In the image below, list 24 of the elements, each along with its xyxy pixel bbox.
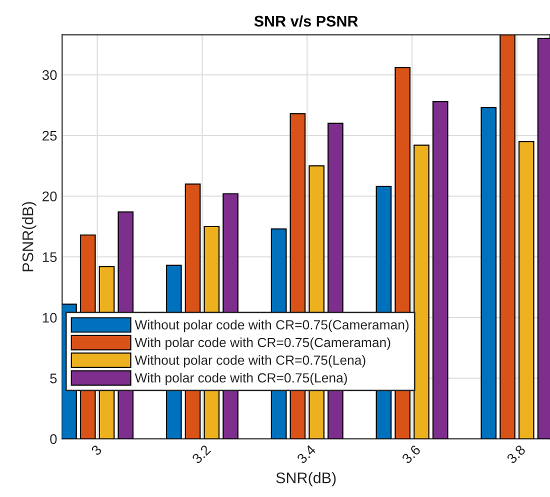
x-tick-label: 3 [90, 444, 102, 456]
x-tick-label: 3.6 [401, 444, 422, 464]
x-tick-label: 3.4 [296, 444, 316, 464]
x-tick-label: 3.2 [191, 444, 212, 464]
bar [500, 34, 516, 439]
y-axis-title: PSNR(dB) [22, 202, 36, 272]
y-tick-label: 25 [42, 130, 57, 141]
y-tick-label: 0 [50, 434, 57, 444]
y-tick-label: 15 [42, 252, 57, 262]
chart-title: SNR v/s PSNR [254, 15, 358, 27]
legend-label: Without polar code with CR=0.75(Cameraman) [134, 320, 409, 332]
y-tick-label: 30 [42, 70, 57, 80]
bar [414, 144, 430, 439]
y-tick-label: 20 [42, 192, 57, 202]
bar [480, 107, 497, 439]
legend-label: With polar code with CR=0.75(Lena) [134, 372, 347, 386]
legend-label: Without polar code with CR=0.75(Lena) [134, 355, 366, 368]
bar [432, 100, 448, 439]
legend-label: With polar code with CR=0.75(Cameraman) [134, 337, 390, 350]
x-axis-title: SNR(dB) [276, 472, 336, 486]
x-tick-label: 3.8 [506, 444, 526, 464]
y-tick-label: 5 [50, 374, 57, 384]
bar [518, 141, 534, 439]
y-tick-label: 10 [42, 312, 57, 323]
